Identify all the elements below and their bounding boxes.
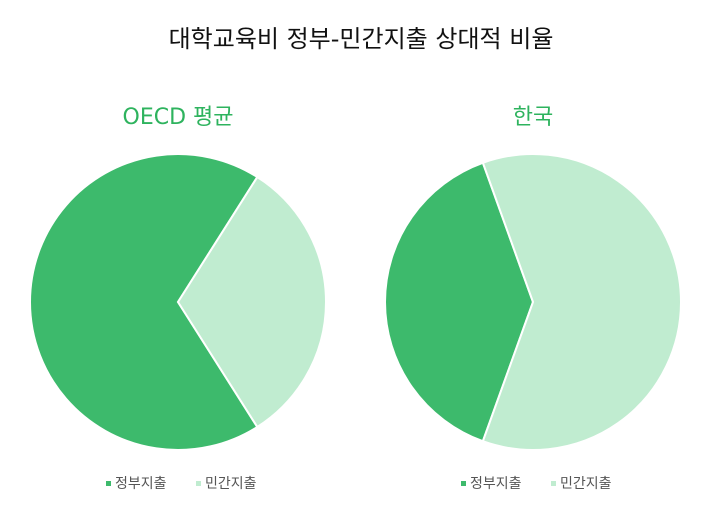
legend-label: 정부지출 <box>470 476 522 492</box>
legend-label: 민간지출 <box>560 476 612 492</box>
pie-title: OECD 평균 <box>123 105 234 130</box>
page-title: 대학교육비 정부-민간지출 상대적 비율 <box>169 25 554 53</box>
legend-marker <box>461 481 466 486</box>
legend-label: 민간지출 <box>205 476 257 492</box>
pie-slice <box>176 175 327 429</box>
pie-slice <box>384 161 535 443</box>
legend-label: 정부지출 <box>115 476 167 492</box>
pie-title: 한국 <box>513 105 553 130</box>
legend-marker <box>106 481 111 486</box>
legend-marker <box>551 481 556 486</box>
pie-slice <box>29 153 259 451</box>
pie-slice <box>481 153 683 451</box>
legend-marker <box>196 481 201 486</box>
